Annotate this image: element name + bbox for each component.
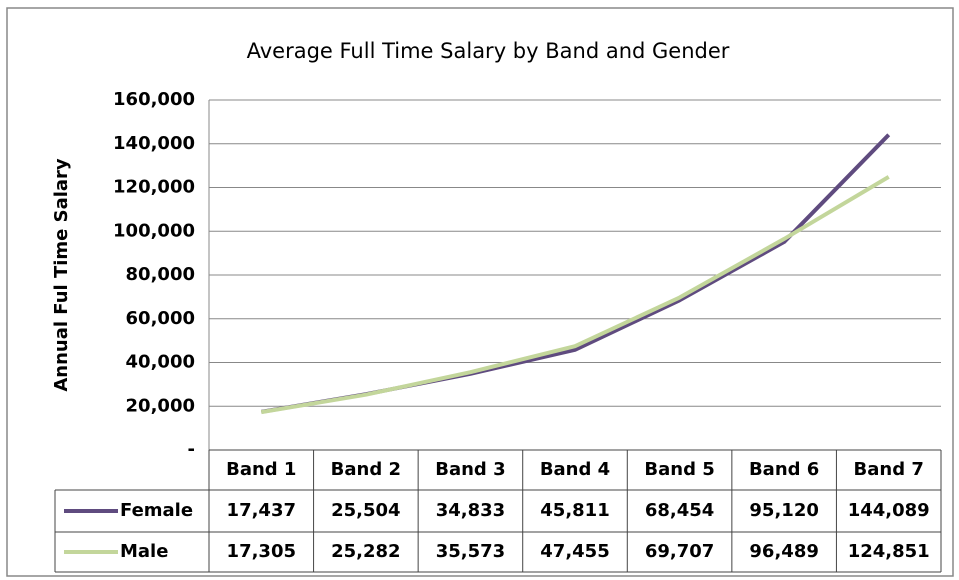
y-tick-label: 160,000: [113, 89, 195, 110]
y-tick-label: 60,000: [126, 308, 195, 329]
chart-border: [6, 7, 954, 577]
data-label: 25,282: [331, 541, 400, 562]
y-axis-label: Annual Ful Time Salary: [51, 158, 72, 392]
data-label: 96,489: [749, 541, 818, 562]
data-label: 69,707: [645, 541, 714, 562]
data-label: 47,455: [540, 541, 609, 562]
data-label: 124,851: [848, 541, 930, 562]
x-tick-label: Band 3: [435, 459, 505, 480]
data-label: 34,833: [436, 500, 505, 521]
y-tick-label: -: [188, 439, 195, 460]
data-label: 95,120: [749, 500, 818, 521]
data-label: 35,573: [436, 541, 505, 562]
data-label: 17,305: [227, 541, 296, 562]
data-label: 68,454: [645, 500, 714, 521]
x-tick-label: Band 7: [854, 459, 924, 480]
x-tick-label: Band 2: [331, 459, 401, 480]
data-label: 25,504: [331, 500, 400, 521]
y-tick-label: 100,000: [113, 220, 195, 241]
x-tick-label: Band 6: [749, 459, 819, 480]
series-line: [260, 175, 890, 415]
legend-label: Male: [120, 541, 168, 562]
x-tick-label: Band 4: [540, 459, 610, 480]
data-label: 17,437: [227, 500, 296, 521]
y-tick-label: 80,000: [126, 264, 195, 285]
data-label: 45,811: [540, 500, 609, 521]
legend-label: Female: [120, 500, 193, 521]
chart-title: Average Full Time Salary by Band and Gen…: [247, 39, 730, 63]
data-label: 144,089: [848, 500, 930, 521]
x-tick-label: Band 1: [226, 459, 296, 480]
y-tick-label: 20,000: [126, 395, 195, 416]
x-tick-label: Band 5: [644, 459, 714, 480]
y-tick-label: 120,000: [113, 177, 195, 198]
y-tick-label: 40,000: [126, 352, 195, 373]
y-tick-label: 140,000: [113, 133, 195, 154]
